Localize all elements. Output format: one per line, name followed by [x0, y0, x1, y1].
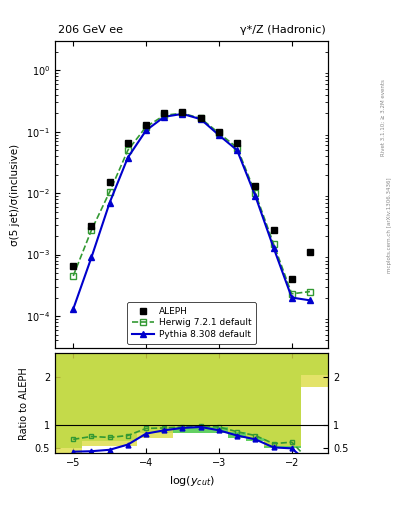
Pythia 8.308 default — [162, 114, 167, 120]
ALEPH — [271, 227, 276, 233]
Text: mcplots.cern.ch [arXiv:1306.3436]: mcplots.cern.ch [arXiv:1306.3436] — [387, 178, 391, 273]
Line: Herwig 7.2.1 default: Herwig 7.2.1 default — [70, 111, 313, 296]
Herwig 7.2.1 default — [235, 144, 239, 151]
ALEPH — [107, 179, 112, 185]
Pythia 8.308 default — [271, 245, 276, 251]
Herwig 7.2.1 default — [144, 124, 149, 130]
Herwig 7.2.1 default — [217, 130, 221, 136]
ALEPH — [125, 140, 130, 146]
Text: ALEPH_2004_S5765862: ALEPH_2004_S5765862 — [146, 321, 237, 330]
ALEPH — [198, 115, 203, 121]
ALEPH — [144, 122, 149, 128]
Line: Pythia 8.308 default: Pythia 8.308 default — [70, 111, 313, 312]
Herwig 7.2.1 default — [71, 273, 75, 279]
Herwig 7.2.1 default — [289, 291, 294, 297]
Pythia 8.308 default — [89, 254, 94, 261]
Herwig 7.2.1 default — [125, 147, 130, 153]
Pythia 8.308 default — [180, 111, 185, 117]
Text: 206 GeV ee: 206 GeV ee — [58, 25, 123, 35]
ALEPH — [180, 109, 185, 115]
ALEPH — [89, 223, 94, 229]
Herwig 7.2.1 default — [271, 241, 276, 247]
ALEPH — [217, 129, 221, 135]
Herwig 7.2.1 default — [253, 190, 258, 196]
Y-axis label: σ(5 jet)/σ(inclusive): σ(5 jet)/σ(inclusive) — [10, 143, 20, 246]
Pythia 8.308 default — [198, 116, 203, 122]
Herwig 7.2.1 default — [162, 112, 167, 118]
Line: ALEPH: ALEPH — [70, 109, 313, 282]
ALEPH — [162, 110, 167, 116]
Herwig 7.2.1 default — [198, 115, 203, 121]
Herwig 7.2.1 default — [107, 189, 112, 195]
Pythia 8.308 default — [71, 306, 75, 312]
Pythia 8.308 default — [308, 297, 312, 304]
Pythia 8.308 default — [235, 147, 239, 153]
Y-axis label: Ratio to ALEPH: Ratio to ALEPH — [19, 367, 29, 440]
ALEPH — [289, 276, 294, 282]
Pythia 8.308 default — [253, 193, 258, 199]
Herwig 7.2.1 default — [180, 110, 185, 116]
Pythia 8.308 default — [144, 127, 149, 134]
ALEPH — [308, 249, 312, 255]
Pythia 8.308 default — [289, 294, 294, 301]
Pythia 8.308 default — [217, 132, 221, 138]
Text: γ*/Z (Hadronic): γ*/Z (Hadronic) — [240, 25, 325, 35]
ALEPH — [235, 140, 239, 146]
Pythia 8.308 default — [125, 155, 130, 161]
ALEPH — [253, 183, 258, 189]
Herwig 7.2.1 default — [89, 227, 94, 233]
Herwig 7.2.1 default — [308, 289, 312, 295]
ALEPH — [71, 263, 75, 269]
Legend: ALEPH, Herwig 7.2.1 default, Pythia 8.308 default: ALEPH, Herwig 7.2.1 default, Pythia 8.30… — [127, 302, 256, 344]
Pythia 8.308 default — [107, 200, 112, 206]
X-axis label: log($y_{cut}$): log($y_{cut}$) — [169, 474, 215, 487]
Text: Rivet 3.1.10; ≥ 3.2M events: Rivet 3.1.10; ≥ 3.2M events — [381, 79, 386, 156]
